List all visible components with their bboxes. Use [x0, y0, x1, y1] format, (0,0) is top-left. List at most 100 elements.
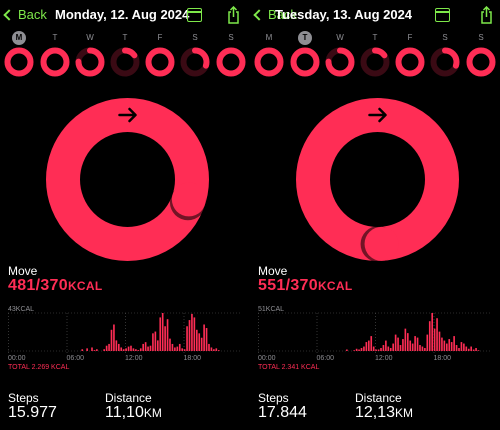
chart-bar — [445, 343, 448, 351]
chart-bar — [191, 313, 193, 351]
chart-time-label: 00:00 — [8, 355, 26, 362]
weekday-label[interactable]: F — [157, 33, 163, 42]
chart-bar — [108, 343, 110, 351]
weekday-label[interactable]: T — [298, 31, 312, 45]
move-label: Move — [258, 264, 288, 278]
move-value-number: 551/370 — [258, 277, 318, 294]
distance-unit: KM — [395, 406, 414, 420]
day-ring[interactable] — [75, 47, 105, 77]
page-title: Tuesday, 13. Aug 2024 — [275, 7, 413, 22]
chart-bar — [433, 328, 436, 351]
day-ring[interactable] — [466, 47, 496, 77]
chart-time-label: 06:00 — [317, 355, 335, 362]
chart-bar — [156, 340, 159, 351]
chart-bar — [213, 349, 215, 351]
chart-bar — [355, 348, 358, 351]
chart-bar — [443, 340, 446, 351]
chart-bar — [421, 346, 424, 351]
chart-bar — [414, 336, 416, 351]
chart-bar — [174, 347, 176, 351]
distance-number: 11,10 — [105, 404, 144, 421]
weekday-label[interactable]: S — [192, 33, 198, 42]
share-icon[interactable] — [480, 6, 493, 24]
chart-bar — [186, 326, 188, 351]
day-ring[interactable] — [110, 47, 140, 77]
chart-bar — [203, 324, 205, 351]
weekday-label[interactable]: T — [372, 33, 378, 42]
chart-bar — [353, 350, 355, 351]
weekday-label[interactable]: M — [12, 31, 26, 45]
chart-bar — [105, 345, 108, 351]
nav-bar: Back Monday, 12. Aug 2024 — [0, 6, 250, 26]
chart-time-label: 18:00 — [434, 355, 452, 362]
chart-bar — [477, 350, 480, 351]
nav-bar: Back Tuesday, 13. Aug 2024 — [250, 6, 500, 26]
chart-bar — [208, 343, 210, 351]
chart-bar — [450, 342, 453, 351]
distance-unit: KM — [143, 406, 162, 420]
day-ring[interactable] — [325, 47, 355, 77]
day-ring[interactable] — [360, 47, 390, 77]
chart-bar — [166, 319, 169, 351]
chart-bar — [346, 349, 348, 351]
day-ring[interactable] — [145, 47, 175, 77]
chart-bar — [389, 348, 392, 351]
weekday-label[interactable]: S — [478, 33, 484, 42]
day-ring[interactable] — [395, 47, 425, 77]
chart-bar — [475, 348, 477, 351]
chart-bar — [436, 318, 438, 351]
chart-time-label: 12:00 — [125, 355, 143, 362]
chart-bar — [193, 317, 196, 351]
day-ring[interactable] — [180, 47, 210, 77]
chart-bar — [205, 328, 208, 351]
chart-bar — [458, 348, 460, 351]
chart-bar — [171, 343, 174, 351]
weekday-label[interactable]: F — [407, 33, 413, 42]
chart-bar — [467, 348, 470, 351]
day-ring[interactable] — [4, 47, 34, 77]
weekday-label[interactable]: W — [336, 33, 344, 42]
chart-total-label: TOTAL 2.341 KCAL — [258, 364, 319, 371]
chart-peak-label: 43KCAL — [8, 306, 34, 313]
weekday-label[interactable]: T — [122, 33, 128, 42]
weekday-label[interactable]: S — [442, 33, 448, 42]
distance-value: 11,10KM — [105, 404, 162, 422]
weekday-label[interactable]: W — [86, 33, 94, 42]
chart-bar — [370, 336, 373, 351]
chart-bar — [122, 349, 125, 351]
share-icon[interactable] — [227, 6, 240, 24]
chart-bar — [198, 333, 201, 351]
calendar-icon[interactable] — [187, 8, 202, 22]
chart-bar — [125, 348, 127, 351]
back-label: Back — [268, 7, 297, 22]
chart-bar — [169, 338, 171, 351]
weekday-label[interactable]: M — [265, 33, 273, 42]
day-ring[interactable] — [254, 47, 284, 77]
chart-bar — [181, 348, 183, 351]
chart-bar — [93, 350, 96, 351]
calendar-icon[interactable] — [435, 8, 450, 22]
day-ring[interactable] — [430, 47, 460, 77]
chart-bar — [438, 331, 441, 351]
week-rings — [250, 47, 500, 77]
chart-bar — [426, 334, 429, 351]
chart-bar — [113, 324, 115, 351]
back-label: Back — [18, 7, 47, 22]
chart-bar — [404, 328, 407, 351]
weekday-label[interactable]: T — [52, 33, 58, 42]
move-ring — [46, 98, 209, 261]
chart-bar — [453, 336, 455, 351]
day-ring[interactable] — [40, 47, 70, 77]
day-ring[interactable] — [290, 47, 320, 77]
chart-bar — [139, 348, 142, 351]
chart-bar — [152, 333, 154, 351]
chart-bar — [142, 343, 144, 351]
back-button[interactable]: Back — [3, 7, 47, 22]
back-button[interactable]: Back — [253, 7, 297, 22]
chart-bar — [397, 337, 399, 351]
chart-time-label: 06:00 — [67, 355, 85, 362]
day-ring[interactable] — [216, 47, 246, 77]
weekday-label[interactable]: S — [228, 33, 234, 42]
